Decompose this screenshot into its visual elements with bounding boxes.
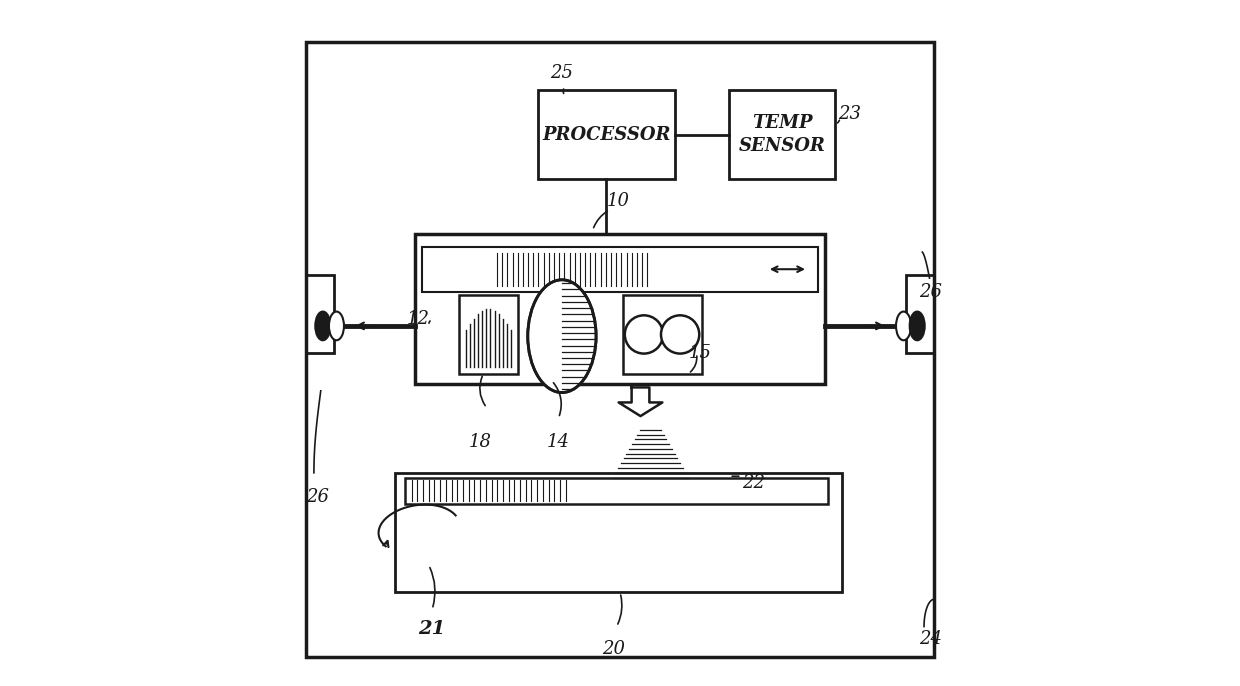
Bar: [415, 234, 825, 384]
Text: 14: 14: [547, 433, 570, 451]
Text: 24: 24: [919, 630, 942, 648]
Text: 10: 10: [606, 192, 630, 210]
Text: 15: 15: [689, 344, 712, 362]
Bar: [306, 274, 335, 353]
Text: 12: 12: [407, 310, 430, 328]
Text: 25: 25: [551, 64, 573, 82]
Bar: [460, 295, 517, 374]
Bar: [422, 248, 818, 292]
Ellipse shape: [528, 280, 596, 392]
Ellipse shape: [315, 311, 330, 340]
Ellipse shape: [910, 311, 925, 340]
Circle shape: [625, 316, 663, 353]
Bar: [905, 274, 934, 353]
Text: 20: 20: [601, 640, 625, 658]
Bar: [394, 473, 842, 593]
Text: 21: 21: [418, 619, 445, 637]
Text: 23: 23: [838, 105, 861, 123]
Bar: [624, 295, 702, 374]
Text: PROCESSOR: PROCESSOR: [542, 126, 671, 143]
Ellipse shape: [897, 311, 911, 340]
Bar: [729, 90, 836, 179]
Text: 18: 18: [469, 433, 491, 451]
Text: TEMP
SENSOR: TEMP SENSOR: [739, 114, 826, 156]
Text: 22: 22: [742, 474, 765, 492]
Text: 26: 26: [919, 283, 942, 300]
Bar: [404, 477, 828, 504]
Bar: [538, 90, 675, 179]
Circle shape: [661, 316, 699, 353]
Ellipse shape: [329, 311, 343, 340]
Text: 26: 26: [306, 488, 330, 506]
Polygon shape: [619, 388, 662, 416]
